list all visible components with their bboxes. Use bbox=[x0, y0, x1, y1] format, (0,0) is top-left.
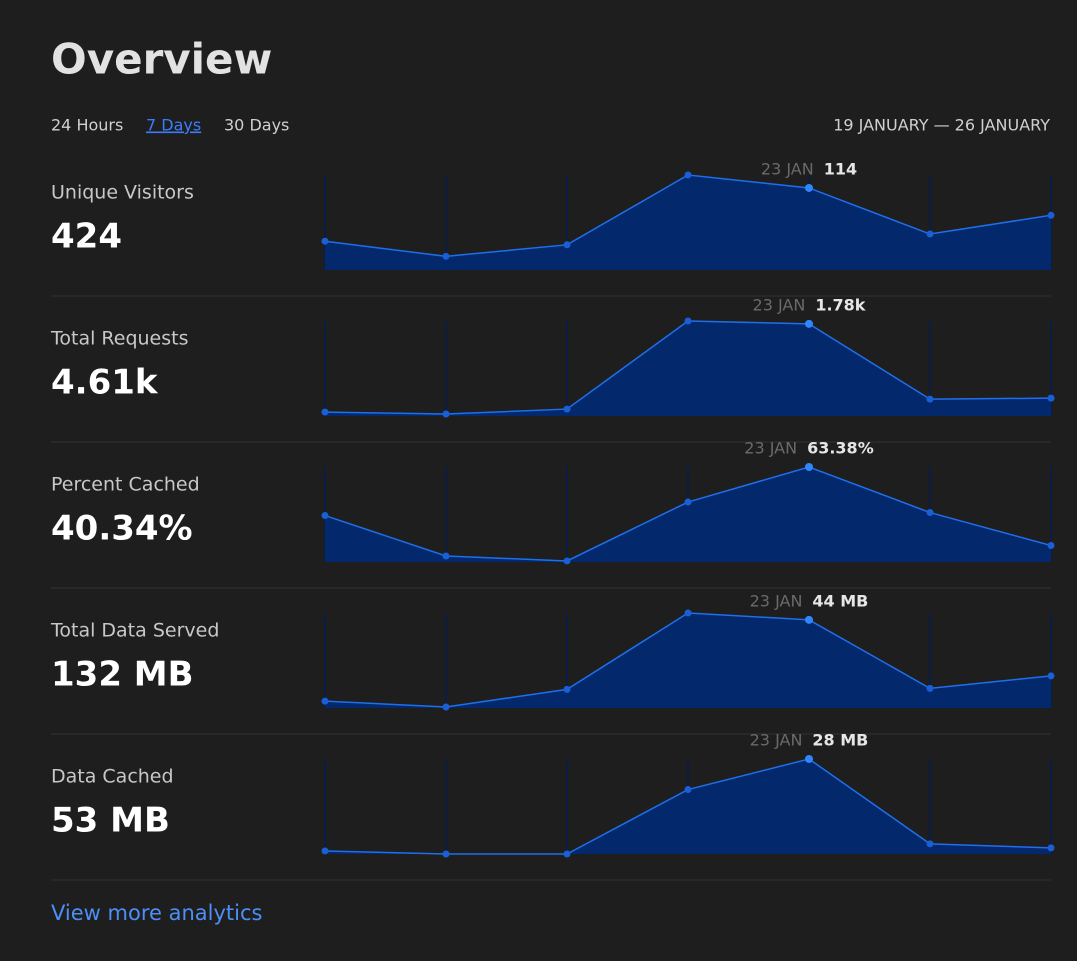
point bbox=[926, 840, 934, 848]
point bbox=[321, 697, 329, 705]
metric-label: Data Cached bbox=[51, 766, 174, 788]
metric-total: 4.61k bbox=[51, 363, 159, 403]
point bbox=[563, 850, 571, 858]
point bbox=[321, 512, 329, 520]
value-label: 63.38% bbox=[807, 439, 874, 458]
metric-total: 424 bbox=[51, 217, 122, 257]
point bbox=[684, 317, 692, 325]
tab[interactable]: 30 Days bbox=[224, 116, 289, 135]
value-label: 28 MB bbox=[812, 731, 868, 750]
point bbox=[442, 552, 450, 560]
point bbox=[684, 171, 692, 179]
point bbox=[684, 609, 692, 617]
metric-label: Percent Cached bbox=[51, 474, 200, 496]
point bbox=[321, 847, 329, 855]
point bbox=[926, 395, 934, 403]
point bbox=[1047, 844, 1055, 852]
point bbox=[1047, 394, 1055, 402]
date-label: 23 JAN bbox=[750, 731, 803, 750]
point bbox=[926, 684, 934, 692]
area bbox=[325, 467, 1051, 562]
area bbox=[325, 175, 1051, 270]
tab-active[interactable]: 7 Days bbox=[146, 116, 201, 135]
point bbox=[442, 252, 450, 260]
date-label: 23 JAN bbox=[753, 295, 806, 314]
point bbox=[442, 410, 450, 418]
point bbox=[805, 183, 813, 192]
area bbox=[325, 613, 1051, 708]
point bbox=[805, 463, 813, 471]
point bbox=[805, 615, 813, 624]
metric-total: 40.34% bbox=[51, 509, 193, 549]
point bbox=[563, 241, 571, 249]
point bbox=[563, 685, 571, 693]
area bbox=[325, 759, 1051, 854]
value-label: 114 bbox=[824, 159, 857, 178]
point bbox=[563, 405, 571, 413]
metric-label: Total Data Served bbox=[50, 620, 219, 642]
tab[interactable]: 24 Hours bbox=[51, 116, 123, 135]
point bbox=[321, 237, 329, 245]
point bbox=[442, 850, 450, 858]
point bbox=[926, 509, 934, 517]
point bbox=[684, 498, 692, 506]
date-label: 23 JAN bbox=[750, 591, 803, 610]
metric-label: Unique Visitors bbox=[51, 182, 194, 204]
metric-label: Total Requests bbox=[50, 328, 189, 350]
point bbox=[805, 319, 813, 328]
value-label: 1.78k bbox=[815, 295, 865, 314]
date-label: 23 JAN bbox=[744, 439, 797, 458]
point bbox=[805, 755, 813, 763]
point bbox=[926, 230, 934, 238]
title: Overview bbox=[51, 35, 272, 84]
date-label: 23 JAN bbox=[761, 159, 814, 178]
point bbox=[1047, 672, 1055, 680]
point bbox=[321, 408, 329, 416]
metric-total: 132 MB bbox=[51, 655, 194, 695]
metric-total: 53 MB bbox=[51, 801, 170, 841]
point bbox=[563, 557, 571, 565]
analytics-link[interactable]: View more analytics bbox=[51, 901, 262, 925]
point bbox=[1047, 542, 1055, 550]
point bbox=[1047, 211, 1055, 219]
point bbox=[442, 703, 450, 711]
value-label: 44 MB bbox=[812, 591, 868, 610]
area bbox=[325, 321, 1051, 416]
point bbox=[684, 786, 692, 794]
date-range: 19 JANUARY — 26 JANUARY bbox=[833, 116, 1050, 135]
